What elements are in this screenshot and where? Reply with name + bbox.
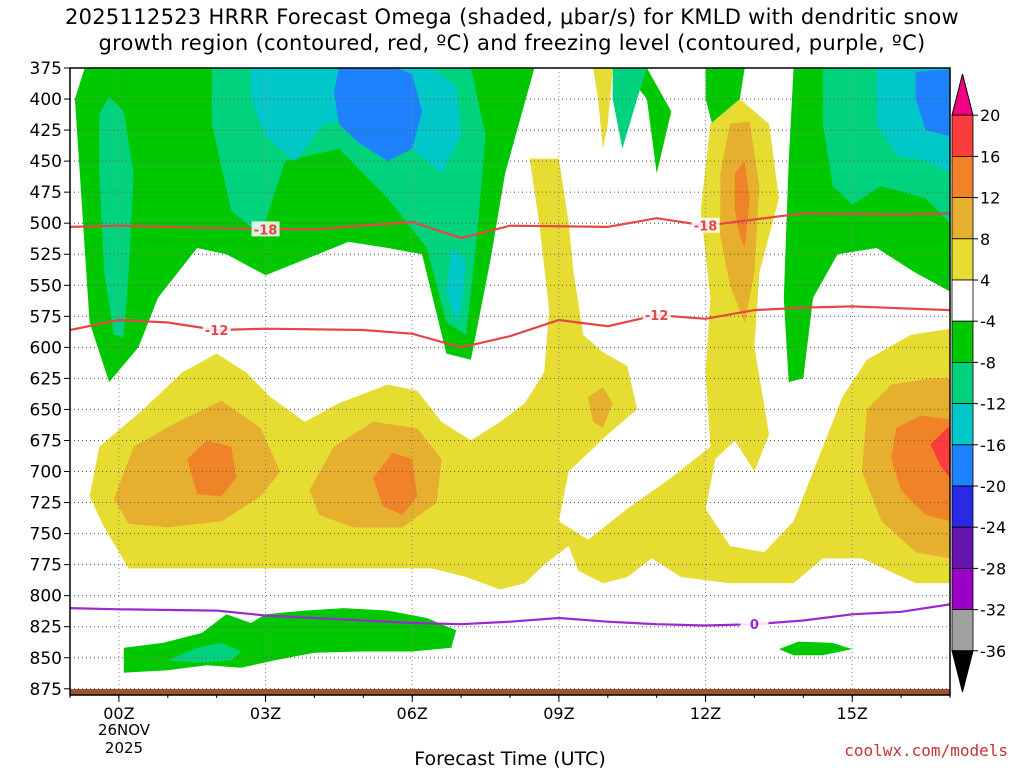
y-tick-label-425: 425: [30, 121, 62, 141]
omega-region-17: [588, 387, 613, 429]
y-tick-label-875: 875: [30, 680, 62, 700]
colorbar-label--16: -16: [980, 436, 1006, 455]
contour-line--12: [70, 305, 950, 349]
chart-title: 2025112523 HRRR Forecast Omega (shaded, …: [0, 4, 1024, 56]
y-tick-label-625: 625: [30, 369, 62, 389]
x-tick-label-06Z: 06Z: [397, 704, 428, 723]
colorbar-swatch--16: [951, 403, 974, 446]
colorbar-swatch-20: [951, 73, 974, 116]
colorbar-swatch--8: [951, 320, 974, 363]
y-tick-label-450: 450: [30, 152, 62, 172]
omega-region-21: [734, 161, 750, 248]
colorbar-swatch--40: [951, 650, 974, 693]
contour-label--12-0: -12: [205, 324, 229, 339]
date-label-year: 2025: [105, 739, 143, 757]
colorbar-swatch--36: [951, 609, 974, 652]
colorbar-label-20: 20: [980, 106, 1000, 125]
colorbar-swatch--28: [951, 526, 974, 569]
contour-label-bg--12-1: [642, 307, 671, 323]
y-tick-label-575: 575: [30, 307, 62, 327]
x-axis: 00Z 03Z 06Z 09Z 12Z 15Z: [69, 695, 951, 723]
x-axis-title: Forecast Time (UTC): [414, 748, 605, 768]
x-tick-label-09Z: 09Z: [543, 704, 574, 723]
colorbar-label--12: -12: [980, 395, 1006, 414]
y-tick-label-800: 800: [30, 587, 62, 607]
site-credit: coolwx.com/models: [844, 741, 1008, 760]
colorbar-label--20: -20: [980, 477, 1006, 496]
omega-region-13: [593, 68, 613, 149]
colorbar-swatch--4: [951, 279, 974, 322]
omega-region-11: [915, 69, 950, 137]
x-tick-label-00Z: 00Z: [103, 704, 134, 723]
x-tick-label-12Z: 12Z: [690, 704, 721, 723]
omega-region-19: [187, 440, 237, 497]
y-tick-label-375: 375: [30, 59, 62, 79]
colorbar-label-8: 8: [980, 230, 990, 249]
y-tick-label-725: 725: [30, 494, 62, 514]
contour-label-bg-0-0: [740, 616, 769, 632]
contour-label-bg--18-0: [251, 221, 280, 237]
y-tick-label-750: 750: [30, 525, 62, 545]
omega-region-20: [373, 452, 418, 515]
colorbar-label-16: 16: [980, 147, 1000, 166]
y-tick-label-550: 550: [30, 276, 62, 296]
colorbar-label--24: -24: [980, 518, 1006, 537]
colorbar-label--28: -28: [980, 559, 1006, 578]
omega-region-3: [99, 96, 134, 338]
colorbar-label--32: -32: [980, 601, 1006, 620]
x-tick-label-15Z: 15Z: [837, 704, 868, 723]
omega-region-23: [930, 425, 950, 478]
y-tick-label-825: 825: [30, 618, 62, 638]
date-label-day: 26NOV: [98, 721, 151, 739]
colorbar-swatch--24: [951, 485, 974, 528]
ground-surface: [70, 689, 950, 695]
omega-region-10: [334, 68, 422, 162]
colorbar-swatch-4: [951, 238, 974, 281]
y-tick-label-475: 475: [30, 183, 62, 203]
contour-line-0: [70, 603, 950, 627]
omega-region-8: [446, 248, 466, 323]
colorbar-label-12: 12: [980, 189, 1000, 208]
contour-label-bg--18-1: [691, 217, 720, 233]
x-tick-label-03Z: 03Z: [250, 704, 281, 723]
colorbar-label-4: 4: [980, 271, 990, 290]
y-tick-label-650: 650: [30, 400, 62, 420]
colorbar: 20 16 12 8 4 -4 -8 -12 -16 -20 -24 -28 -32 -36: [951, 73, 1006, 693]
y-tick-label-400: 400: [30, 90, 62, 110]
y-tick-label-600: 600: [30, 338, 62, 358]
y-tick-label-850: 850: [30, 649, 62, 669]
colorbar-label--36: -36: [980, 642, 1006, 661]
chart-title-line-2: growth region (contoured, red, ºC) and f…: [98, 31, 926, 55]
contour-label--12-1: -12: [645, 309, 669, 324]
colorbar-swatch--32: [951, 568, 974, 611]
y-tick-label-500: 500: [30, 214, 62, 234]
y-tick-label-525: 525: [30, 245, 62, 265]
omega-region-5: [612, 68, 647, 149]
colorbar-swatch--20: [951, 444, 974, 487]
y-tick-label-700: 700: [30, 463, 62, 483]
colorbar-label--8: -8: [980, 353, 996, 372]
colorbar-swatch-8: [951, 197, 974, 240]
colorbar-label--4: -4: [980, 312, 996, 331]
contour-label-0-0: 0: [750, 618, 759, 633]
contour-label-bg--12-0: [202, 321, 231, 337]
omega-region-26: [778, 641, 853, 656]
chart-title-line-1: 2025112523 HRRR Forecast Omega (shaded, …: [64, 5, 960, 29]
colorbar-swatch-12: [951, 155, 974, 198]
colorbar-swatch-16: [951, 114, 974, 157]
contour-line--18: [70, 212, 950, 240]
y-tick-label-775: 775: [30, 556, 62, 576]
temperature-contours: -18 -18 -12 -12 0: [70, 212, 950, 633]
y-axis: 375 400 425 450 475 500 525 550 575 600 625 650 675 7…: [30, 59, 70, 700]
y-tick-label-675: 675: [30, 431, 62, 451]
contour-label--18-1: -18: [694, 220, 718, 235]
contour-label--18-0: -18: [254, 223, 278, 238]
colorbar-swatch--12: [951, 361, 974, 404]
